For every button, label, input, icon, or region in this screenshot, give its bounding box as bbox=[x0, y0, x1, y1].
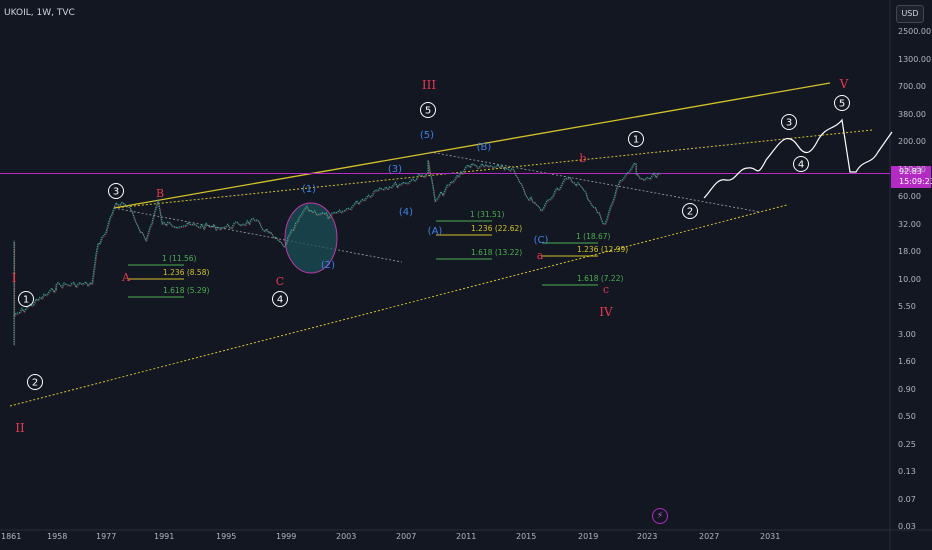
fib-label-8: 1.618 (7.22) bbox=[577, 274, 623, 283]
trend-line-a bbox=[113, 207, 403, 263]
fib-label-5: 1.618 (13.22) bbox=[471, 248, 522, 257]
price-scale-label: 110.00 bbox=[898, 164, 926, 174]
time-scale-label: 2027 bbox=[699, 532, 720, 541]
fib-label-1: 1.236 (8.58) bbox=[163, 268, 209, 277]
wave-white-label-1: 2 bbox=[32, 378, 38, 389]
wave-white-circle-8 bbox=[793, 156, 809, 172]
wave-white-circle-5 bbox=[628, 131, 644, 147]
wave-blue-label-4: (5) bbox=[420, 130, 434, 141]
projection-path bbox=[703, 118, 893, 199]
wave-blue-label-6: (B) bbox=[477, 142, 492, 153]
time-scale-label: 1861 bbox=[1, 532, 22, 541]
price-scale-label: 200.00 bbox=[898, 137, 926, 146]
wave-red-label-1: II bbox=[15, 421, 25, 435]
price-scale-label: 0.13 bbox=[898, 467, 916, 476]
wave-white-circle-7 bbox=[781, 114, 797, 130]
wave-white-label-9: 5 bbox=[839, 99, 845, 110]
price-scale-label: 0.90 bbox=[898, 384, 916, 394]
wave-white-label-3: 4 bbox=[277, 295, 283, 306]
fib-label-2: 1.618 (5.29) bbox=[163, 286, 209, 295]
wave-white-circle-2 bbox=[108, 183, 124, 199]
time-scale-label: 2007 bbox=[396, 532, 417, 541]
wave-white-label-4: 5 bbox=[425, 106, 431, 117]
channel-lower-line bbox=[9, 204, 788, 407]
wave-red-label-10: c bbox=[603, 283, 609, 296]
wave-red-label-6: B bbox=[156, 187, 164, 200]
wave-red-label-2: III bbox=[422, 78, 436, 92]
wave-white-label-7: 3 bbox=[786, 118, 792, 129]
wave-white-circle-0 bbox=[18, 291, 34, 307]
price-scale-label: 0.25 bbox=[898, 439, 916, 449]
price-candles bbox=[13, 159, 661, 345]
wave-white-circle-4 bbox=[420, 102, 436, 118]
price-scale-label: 0.07 bbox=[898, 494, 916, 504]
time-scale-label: 2019 bbox=[578, 532, 599, 541]
price-scale-label: 380.00 bbox=[898, 109, 926, 119]
wave-red-label-9: b bbox=[579, 152, 586, 165]
wave-white-label-5: 1 bbox=[633, 135, 639, 146]
wave-white-circle-1 bbox=[27, 374, 43, 390]
price-scale-label: 1300.00 bbox=[898, 54, 932, 64]
time-scale-label: 1999 bbox=[276, 532, 297, 541]
wave-red-label-3: IV bbox=[599, 305, 613, 319]
time-scale-label: 1977 bbox=[96, 532, 117, 541]
lightning-icon[interactable]: ⚡ bbox=[652, 508, 668, 524]
last-price: 92.83 bbox=[899, 167, 922, 176]
bar-countdown: 15:09:23 bbox=[899, 177, 932, 186]
wave-red-label-8: a bbox=[537, 249, 544, 262]
time-scale-label: 1958 bbox=[47, 532, 68, 541]
fib-label-7: 1.236 (12.99) bbox=[577, 245, 628, 254]
price-scale-label: 32.00 bbox=[898, 219, 921, 229]
fib-label-0: 1 (11.56) bbox=[162, 254, 197, 263]
wave-blue-label-1: (2) bbox=[321, 260, 335, 271]
price-scale-label: 10.00 bbox=[898, 274, 921, 284]
time-scale-label: 1991 bbox=[154, 532, 175, 541]
highlight-ellipse bbox=[284, 202, 338, 274]
last-price-tag: 92.83 15:09:23 bbox=[891, 166, 932, 188]
price-scale-label: 5.50 bbox=[898, 302, 916, 311]
wave-red-label-0: I bbox=[12, 271, 17, 285]
wave-white-label-6: 2 bbox=[687, 207, 693, 218]
channel-mid-line bbox=[113, 129, 873, 209]
price-scale-label: 3.00 bbox=[898, 329, 916, 339]
channel-upper-line bbox=[113, 82, 831, 209]
price-scale-label: 18.00 bbox=[898, 247, 921, 256]
wave-red-label-7: C bbox=[276, 275, 284, 288]
wave-white-label-8: 4 bbox=[798, 160, 804, 171]
trend-line-b bbox=[429, 151, 761, 213]
wave-blue-label-7: (C) bbox=[534, 235, 549, 246]
price-scale-label: 0.03 bbox=[898, 522, 916, 531]
time-scale-label: 2015 bbox=[516, 532, 537, 541]
symbol-label: UKOIL, 1W, TVC bbox=[4, 8, 75, 18]
time-scale-label: 1995 bbox=[216, 532, 237, 541]
fib-label-6: 1 (18.67) bbox=[576, 232, 611, 241]
price-candles-down bbox=[14, 160, 661, 346]
wave-red-label-4: V bbox=[839, 77, 849, 91]
wave-white-label-0: 1 bbox=[23, 295, 29, 306]
time-scale-label: 2003 bbox=[336, 532, 357, 541]
wave-white-circle-6 bbox=[682, 203, 698, 219]
price-scale-label: 0.50 bbox=[898, 412, 916, 421]
wave-white-circle-9 bbox=[834, 95, 850, 111]
wave-white-label-2: 3 bbox=[113, 187, 119, 198]
fib-label-4: 1.236 (22.62) bbox=[471, 224, 522, 233]
time-scale-label: 2031 bbox=[760, 532, 781, 541]
fib-label-3: 1 (31.51) bbox=[470, 210, 505, 219]
price-scale-label: 700.00 bbox=[898, 82, 926, 91]
wave-blue-label-0: (1) bbox=[302, 184, 316, 195]
currency-button[interactable]: USD bbox=[896, 5, 924, 23]
price-scale-label: 2500.00 bbox=[898, 27, 932, 36]
time-scale-label: 2023 bbox=[637, 532, 658, 541]
wave-blue-label-5: (A) bbox=[428, 226, 443, 237]
wave-blue-label-3: (4) bbox=[399, 207, 413, 218]
wave-white-circle-3 bbox=[272, 291, 288, 307]
price-scale-label: 1.60 bbox=[898, 357, 916, 366]
time-scale-label: 2011 bbox=[456, 532, 477, 541]
price-scale-label: 60.00 bbox=[898, 192, 921, 201]
wave-red-label-5: A bbox=[121, 271, 131, 284]
wave-blue-label-2: (3) bbox=[388, 164, 402, 175]
